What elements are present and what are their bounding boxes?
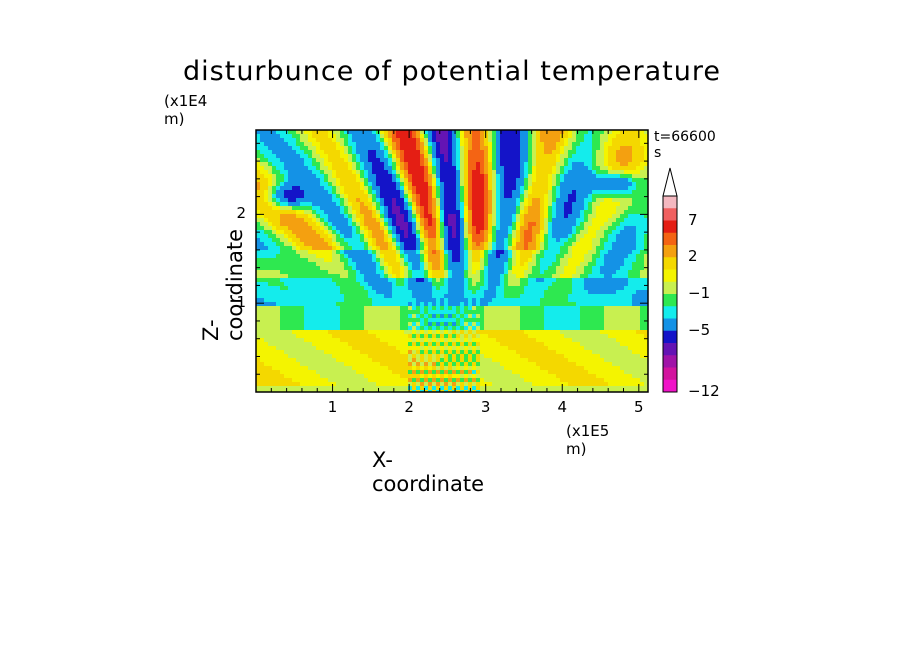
colorbar-swatch (663, 220, 677, 234)
colorbar-swatch (663, 281, 677, 295)
colorbar-swatch (663, 355, 677, 368)
x-tick-label: 2 (404, 398, 414, 416)
y-axis-label: Z-coordinate (199, 228, 247, 341)
colorbar-swatch (663, 330, 677, 344)
plot-frame (255, 129, 649, 393)
colorbar (662, 167, 678, 393)
y-tick-label: 2 (236, 204, 246, 223)
x-tick-label: 1 (327, 398, 338, 416)
chart-title: disturbunce of potential temperature (183, 56, 721, 87)
colorbar-label: 2 (688, 247, 698, 266)
colorbar-swatch (663, 232, 677, 246)
x-axis-unit: (x1E5 m) (566, 422, 610, 458)
time-stamp: t=66600 s (654, 129, 716, 161)
y-tick-label: 1 (236, 293, 246, 312)
colorbar-extend-arrow (662, 167, 678, 197)
colorbar-swatch (663, 245, 677, 258)
y-axis-unit: (x1E4 m) (164, 92, 208, 128)
x-tick-label: 5 (634, 398, 644, 416)
colorbar-swatch (663, 196, 677, 209)
colorbar-swatch (663, 257, 677, 270)
colorbar-label: −1 (688, 284, 711, 302)
colorbar-label: 7 (688, 210, 698, 229)
colorbar-swatch (663, 367, 677, 381)
colorbar-swatch (663, 208, 677, 221)
colorbar-swatch (663, 269, 677, 283)
colorbar-label: −12 (688, 382, 720, 400)
colorbar-label: −5 (688, 320, 711, 339)
colorbar-swatch (663, 343, 677, 356)
x-tick-label: 3 (480, 398, 491, 416)
colorbar-swatch (663, 294, 677, 307)
colorbar-swatch (663, 379, 677, 393)
colorbar-swatch (663, 306, 677, 319)
x-axis-label: X-coordinate (372, 448, 485, 496)
x-tick-label: 4 (557, 398, 568, 416)
colorbar-swatch (663, 318, 677, 332)
